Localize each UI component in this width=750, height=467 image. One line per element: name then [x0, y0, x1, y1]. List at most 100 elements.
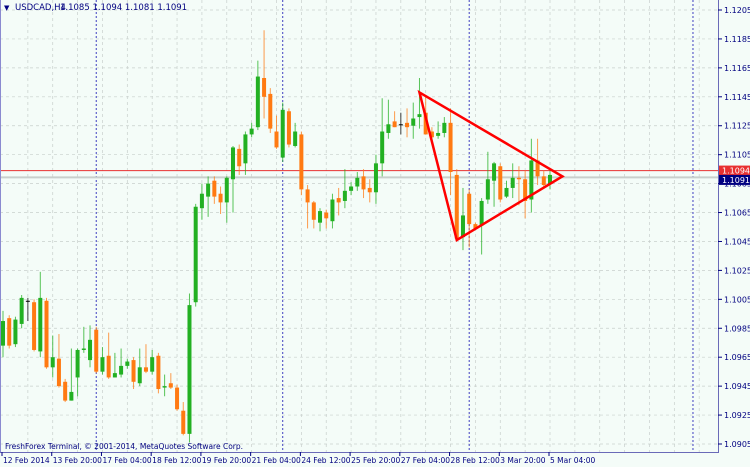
candle — [212, 176, 217, 204]
candle-body — [498, 166, 503, 200]
candle-body — [112, 373, 117, 378]
candle — [492, 161, 497, 207]
candle-body — [423, 112, 428, 135]
candle-body — [305, 189, 310, 203]
candle-body — [69, 391, 74, 401]
time-tick-label: 27 Feb 04:00 — [401, 456, 450, 465]
candle — [510, 163, 515, 199]
time-tick-label: 5 Mar 04:00 — [550, 456, 596, 465]
candle — [380, 98, 385, 177]
candle — [137, 348, 142, 387]
candle — [100, 347, 105, 375]
candle — [112, 352, 117, 378]
price-tick-label: 1.0985 — [724, 324, 750, 333]
candle-body — [44, 300, 49, 368]
candle-body — [386, 124, 391, 133]
candle-body — [342, 190, 347, 201]
candle-body — [442, 122, 447, 133]
candle — [268, 88, 273, 133]
candle-body — [405, 122, 410, 128]
candle-body — [274, 131, 279, 148]
candle-body — [436, 132, 441, 136]
candle-body — [38, 297, 43, 352]
candle — [63, 378, 68, 403]
candle-body — [106, 355, 111, 378]
candle — [417, 77, 422, 129]
time-tick-label: 24 Feb 12:00 — [301, 456, 350, 465]
candle-body — [361, 176, 366, 190]
candle-body — [50, 357, 55, 368]
candle-body — [56, 358, 61, 387]
triangle-down-icon[interactable]: ▼ — [4, 4, 10, 12]
candle-body — [119, 365, 124, 375]
candle-body — [168, 383, 173, 388]
candle — [44, 297, 49, 369]
time-tick-label: 13 Feb 20:00 — [53, 456, 102, 465]
time-tick-label: 25 Feb 20:00 — [351, 456, 400, 465]
candle-body — [212, 180, 217, 197]
candle — [548, 170, 553, 190]
candle-body — [100, 357, 105, 372]
candle — [50, 335, 55, 378]
candle-body — [492, 163, 497, 181]
candle-body — [529, 160, 534, 200]
candle-body — [485, 179, 490, 200]
candle-body — [349, 186, 354, 191]
candle-body — [318, 211, 323, 223]
price-tick-label: 1.0945 — [724, 382, 750, 391]
candle-body — [380, 131, 385, 164]
candle-body — [280, 109, 285, 158]
ask-price-label-bg — [719, 165, 750, 176]
candle — [69, 348, 74, 401]
time-tick-label: 28 Feb 12:00 — [451, 456, 500, 465]
time-tick-label: 12 Feb 2014 — [3, 456, 50, 465]
candle-body — [373, 163, 378, 193]
price-tick-label: 1.1025 — [724, 266, 750, 275]
candle — [13, 316, 18, 348]
candle — [168, 373, 173, 390]
candle-body — [479, 200, 484, 226]
candle-body — [330, 199, 335, 222]
candle-body — [454, 174, 459, 239]
candle-body — [268, 93, 273, 129]
candle — [7, 315, 12, 349]
candle-body — [504, 187, 509, 197]
price-axis[interactable]: 1.1205 1.1185 1.1165 1.1145 1.1125 1.1105 1.10… — [718, 6, 750, 449]
triangle-pattern-drawing[interactable] — [417, 89, 565, 242]
price-tick-label: 1.1065 — [724, 209, 750, 218]
candle — [467, 189, 472, 248]
candle — [280, 102, 285, 162]
candle-body — [88, 339, 93, 361]
candle-body — [181, 410, 186, 434]
candle — [274, 115, 279, 149]
candle — [237, 144, 242, 175]
candle — [249, 122, 254, 138]
candle-body — [523, 179, 528, 201]
candle — [504, 180, 509, 199]
candle-body — [548, 174, 553, 184]
candle — [131, 357, 136, 390]
price-tick-label: 1.1005 — [724, 295, 750, 304]
candle-body — [131, 360, 136, 382]
price-tick-label: 1.1185 — [724, 35, 750, 44]
candle-body — [392, 121, 397, 128]
candle-body — [143, 367, 148, 372]
time-axis[interactable]: 12 Feb 2014 13 Feb 20:00 17 Feb 04:00 18 Fe… — [1, 452, 596, 465]
candle — [143, 344, 148, 374]
candle — [106, 332, 111, 379]
candle — [293, 122, 298, 148]
candle — [150, 349, 155, 375]
price-tick-label: 1.0925 — [724, 411, 750, 420]
candle-body — [293, 131, 298, 146]
candle-body — [299, 134, 304, 190]
candle-body — [162, 386, 167, 388]
candle — [516, 166, 521, 206]
candle — [541, 170, 546, 187]
candle-body — [125, 361, 130, 366]
candle-body — [199, 193, 204, 209]
candle — [361, 169, 366, 199]
candle — [243, 131, 248, 175]
candle — [81, 326, 86, 353]
